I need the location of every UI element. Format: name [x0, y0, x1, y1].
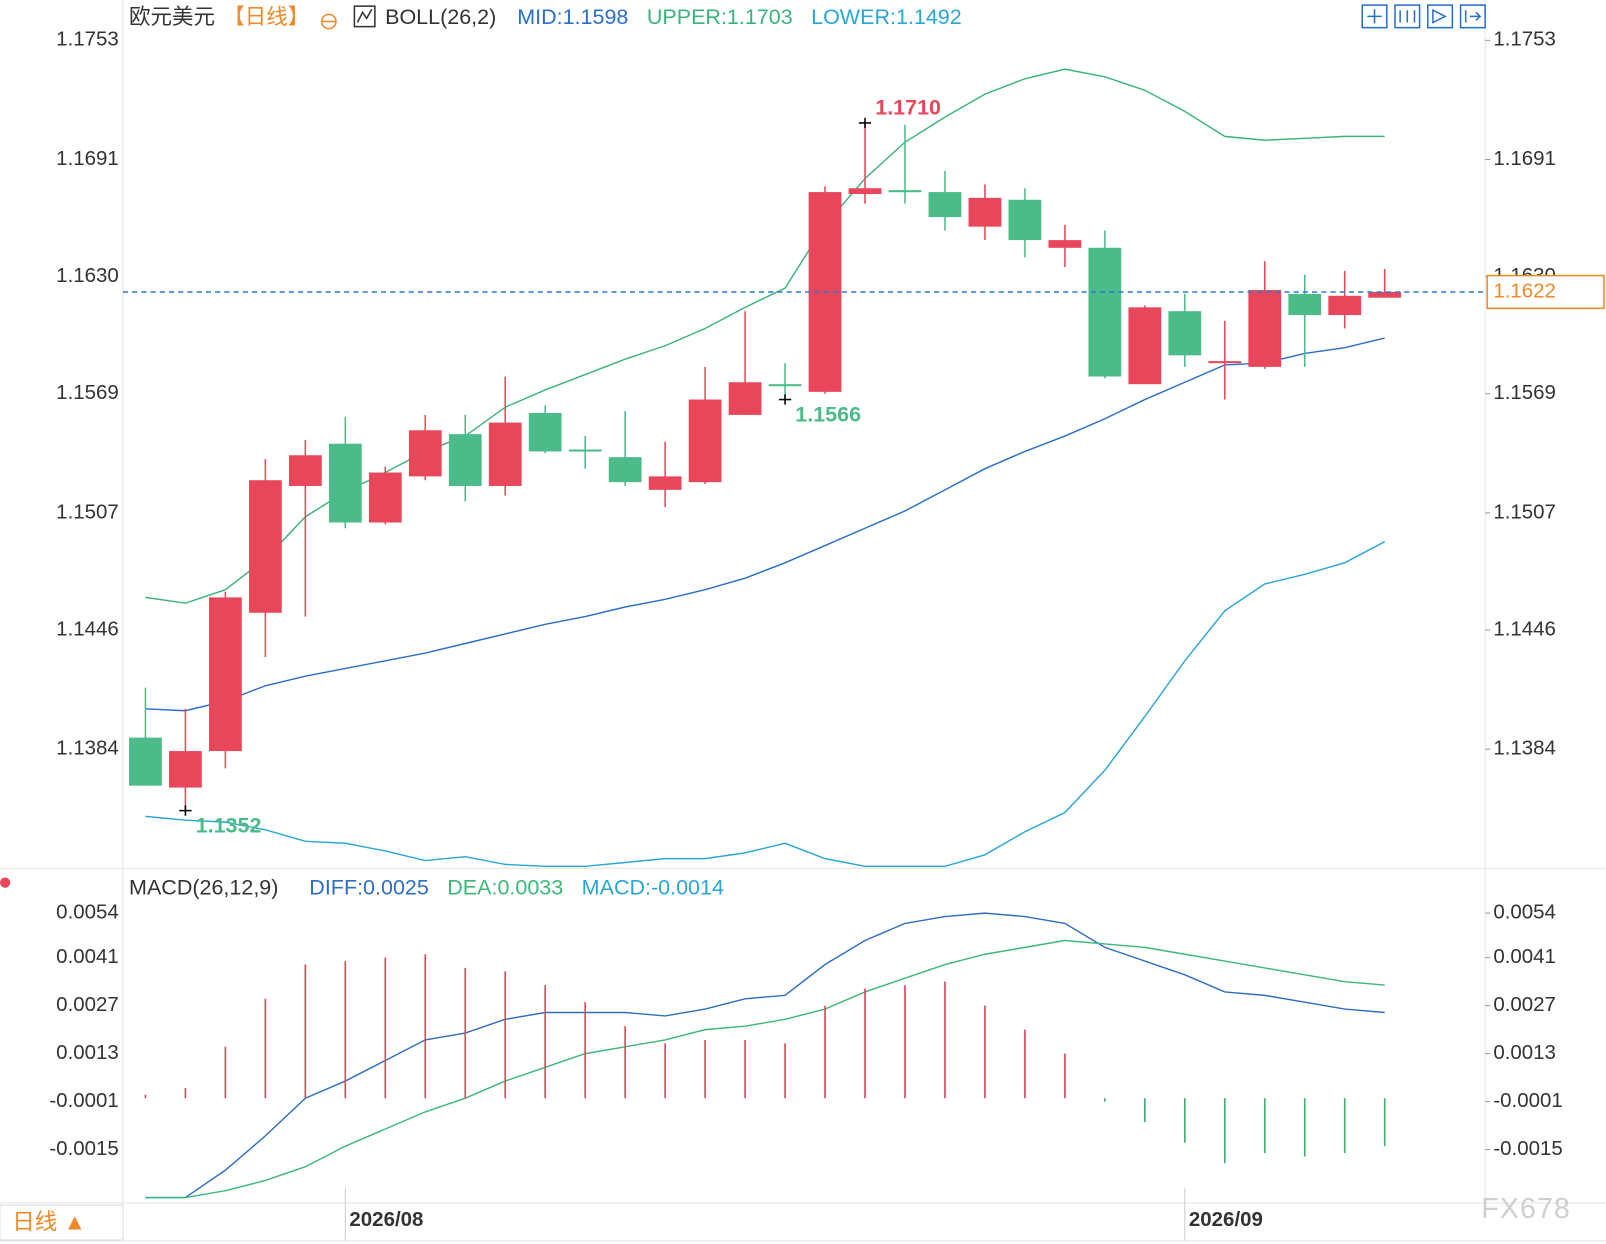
candle-body — [768, 384, 802, 387]
y-tick-label-right: 0.0027 — [1493, 993, 1556, 1016]
y-tick-label-right: -0.0015 — [1493, 1137, 1562, 1160]
last-price-label: 1.1622 — [1493, 279, 1556, 302]
y-tick-label: -0.0001 — [49, 1089, 118, 1112]
y-tick-label: 1.1691 — [56, 147, 119, 170]
macd-line — [145, 939, 1385, 1199]
period-button-label[interactable]: 日线 ▲ — [12, 1209, 86, 1234]
y-tick-label-right: 1.1384 — [1493, 737, 1556, 760]
period-button[interactable] — [0, 1204, 124, 1241]
candle-body — [448, 434, 482, 486]
candle-body — [328, 443, 362, 523]
y-tick-label-right: 0.0013 — [1493, 1041, 1556, 1064]
y-tick-label: 0.0054 — [56, 901, 119, 924]
extreme-label: 1.1566 — [795, 403, 861, 427]
indicator-icon — [356, 8, 373, 23]
extreme-label: 1.1352 — [196, 814, 262, 838]
legend-entry: MACD:-0.0014 — [582, 875, 724, 899]
y-tick-label-right: 0.0041 — [1493, 945, 1556, 968]
tool-button[interactable] — [1427, 4, 1454, 29]
candle-body — [408, 430, 442, 477]
y-tick-label: 0.0041 — [56, 945, 119, 968]
candle-body — [1128, 307, 1162, 385]
y-tick-label: 1.1507 — [56, 500, 119, 523]
y-tick-label: 1.1569 — [56, 381, 119, 404]
y-tick-label-right: 1.1691 — [1493, 147, 1556, 170]
candle-body — [1008, 199, 1042, 241]
candle-body — [1208, 361, 1242, 364]
y-tick-label: 1.1630 — [56, 264, 119, 287]
y-tick-label-right: 1.1507 — [1493, 500, 1556, 523]
band-line — [145, 541, 1386, 868]
candle-body — [248, 480, 282, 613]
candle-body — [209, 597, 242, 752]
y-tick-label-right: -0.0001 — [1493, 1089, 1562, 1112]
band-line — [145, 337, 1385, 712]
candle-body — [288, 455, 322, 486]
legend-entry: LOWER:1.1492 — [811, 5, 962, 29]
toolbar — [1361, 4, 1486, 29]
candle-body — [488, 422, 522, 486]
macd-line — [145, 912, 1385, 1199]
y-tick-label: 1.1753 — [56, 28, 119, 51]
candle-body — [888, 190, 922, 193]
candle-body — [169, 751, 202, 788]
candle-body — [728, 382, 762, 415]
legend-entry: DIFF:0.0025 — [309, 875, 429, 899]
y-tick-label-right: 1.1446 — [1493, 617, 1556, 640]
candle-body — [568, 449, 602, 452]
watermark: FX678 — [1481, 1193, 1571, 1225]
candle-body — [1168, 311, 1202, 356]
candle-body — [848, 188, 882, 195]
last-price-box — [1486, 274, 1605, 310]
candle-body — [1368, 291, 1402, 298]
legend-entry: MID:1.1598 — [517, 5, 628, 29]
chart-title: 欧元美元 — [129, 5, 215, 29]
tool-glyph — [1367, 8, 1482, 24]
candle-body — [928, 192, 962, 218]
candle-body — [1328, 295, 1362, 316]
y-tick-label: 1.1446 — [56, 617, 119, 640]
x-tick-label: 2026/09 — [1189, 1208, 1263, 1231]
candle-body — [1288, 293, 1322, 316]
y-tick-label-right: 1.1753 — [1493, 28, 1556, 51]
y-tick-label: 1.1384 — [56, 737, 119, 760]
candle-body — [608, 457, 642, 483]
candle-body — [368, 472, 402, 523]
candle-body — [129, 737, 162, 786]
candle-body — [1048, 240, 1082, 248]
y-tick-label: -0.0015 — [49, 1137, 118, 1160]
candle-body — [1088, 247, 1122, 377]
marker-icon — [0, 877, 11, 888]
candle-body — [1248, 290, 1282, 367]
y-tick-label: 0.0027 — [56, 993, 119, 1016]
period-label[interactable]: 【日线】 — [223, 5, 309, 29]
x-tick-label: 2026/08 — [349, 1208, 423, 1231]
extreme-label: 1.1710 — [875, 95, 941, 119]
legend-entry: DEA:0.0033 — [447, 875, 563, 899]
indicator-name: BOLL(26,2) — [385, 5, 496, 29]
candle-body — [528, 412, 562, 452]
candle-body — [688, 399, 722, 483]
y-tick-label-right: 0.0054 — [1493, 901, 1556, 924]
legend-entry: UPPER:1.1703 — [647, 5, 793, 29]
y-tick-label-right: 1.1569 — [1493, 381, 1556, 404]
y-tick-label: 0.0013 — [56, 1041, 119, 1064]
candle-body — [968, 197, 1002, 227]
macd-title: MACD(26,12,9) — [129, 875, 278, 899]
candle-body — [648, 476, 682, 490]
